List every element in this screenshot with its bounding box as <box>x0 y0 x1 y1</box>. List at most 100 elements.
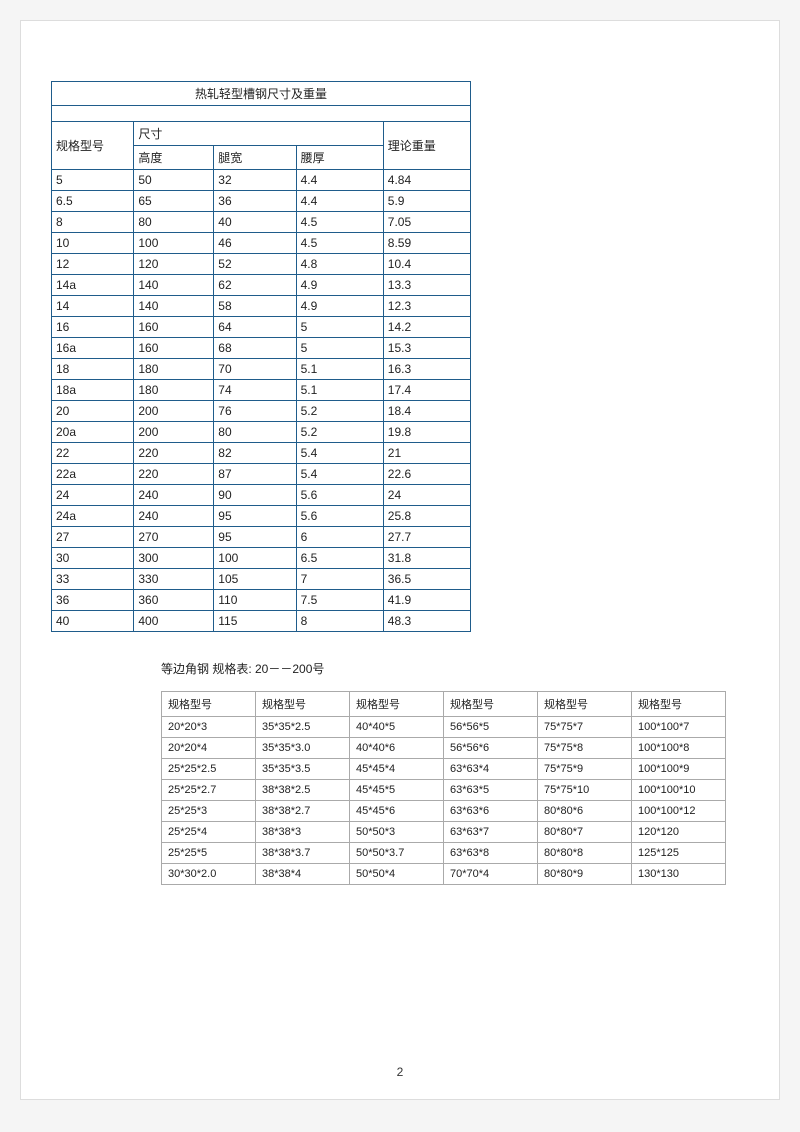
table-cell: 5.2 <box>296 422 383 443</box>
table-row: 33330105736.5 <box>52 569 471 590</box>
table-cell: 6 <box>296 527 383 548</box>
table-cell: 46 <box>214 233 296 254</box>
table-cell: 120 <box>134 254 214 275</box>
table-cell: 8 <box>296 611 383 632</box>
table-cell: 87 <box>214 464 296 485</box>
table-cell: 90 <box>214 485 296 506</box>
table-cell: 6.5 <box>52 191 134 212</box>
table-cell: 75*75*8 <box>538 738 632 759</box>
table-cell: 7 <box>296 569 383 590</box>
channel-steel-table: 热轧轻型槽钢尺寸及重量 规格型号 尺寸 理论重量 高度 腿宽 腰厚 550324… <box>51 81 471 632</box>
table-cell: 58 <box>214 296 296 317</box>
table1-empty-row <box>52 106 471 122</box>
table-cell: 56*56*5 <box>444 717 538 738</box>
table-cell: 300 <box>134 548 214 569</box>
table-cell: 22 <box>52 443 134 464</box>
table-cell: 5.4 <box>296 443 383 464</box>
table-row: 14a140624.913.3 <box>52 275 471 296</box>
table-cell: 140 <box>134 296 214 317</box>
table2-header-cell: 规格型号 <box>444 692 538 717</box>
table-cell: 4.5 <box>296 212 383 233</box>
table-cell: 40*40*6 <box>350 738 444 759</box>
table-cell: 8 <box>52 212 134 233</box>
table-cell: 220 <box>134 464 214 485</box>
table-cell: 32 <box>214 170 296 191</box>
table-cell: 45*45*5 <box>350 780 444 801</box>
table2-header-cell: 规格型号 <box>350 692 444 717</box>
table-cell: 100*100*9 <box>632 759 726 780</box>
table-cell: 16.3 <box>383 359 470 380</box>
table-cell: 80 <box>214 422 296 443</box>
table-cell: 24 <box>52 485 134 506</box>
table-row: 20*20*435*35*3.040*40*656*56*675*75*8100… <box>162 738 726 759</box>
table-cell: 65 <box>134 191 214 212</box>
table-cell: 7.5 <box>296 590 383 611</box>
table-cell: 50 <box>134 170 214 191</box>
table-row: 18a180745.117.4 <box>52 380 471 401</box>
angle-steel-table: 规格型号规格型号规格型号规格型号规格型号规格型号 20*20*335*35*2.… <box>161 691 726 885</box>
table-cell: 5 <box>52 170 134 191</box>
document-page: 热轧轻型槽钢尺寸及重量 规格型号 尺寸 理论重量 高度 腿宽 腰厚 550324… <box>20 20 780 1100</box>
table-cell: 100*100*8 <box>632 738 726 759</box>
table-row: 2727095627.7 <box>52 527 471 548</box>
table-cell: 21 <box>383 443 470 464</box>
table-cell: 25*25*2.7 <box>162 780 256 801</box>
table-cell: 4.4 <box>296 170 383 191</box>
table-cell: 5 <box>296 338 383 359</box>
table-cell: 105 <box>214 569 296 590</box>
table2-header-row: 规格型号规格型号规格型号规格型号规格型号规格型号 <box>162 692 726 717</box>
table-cell: 20*20*3 <box>162 717 256 738</box>
table-cell: 5.4 <box>296 464 383 485</box>
table-cell: 70*70*4 <box>444 864 538 885</box>
table-cell: 5.1 <box>296 359 383 380</box>
table-row: 24a240955.625.8 <box>52 506 471 527</box>
table-cell: 30*30*2.0 <box>162 864 256 885</box>
header-thick: 腰厚 <box>296 146 383 170</box>
table-row: 40400115848.3 <box>52 611 471 632</box>
header-spec: 规格型号 <box>52 122 134 170</box>
table-cell: 36 <box>52 590 134 611</box>
table-cell: 35*35*2.5 <box>256 717 350 738</box>
table-cell: 82 <box>214 443 296 464</box>
table-cell: 12 <box>52 254 134 275</box>
table-row: 14140584.912.3 <box>52 296 471 317</box>
table-cell: 56*56*6 <box>444 738 538 759</box>
table-cell: 50*50*3.7 <box>350 843 444 864</box>
table-cell: 38*38*4 <box>256 864 350 885</box>
table-cell: 63*63*6 <box>444 801 538 822</box>
table-cell: 52 <box>214 254 296 275</box>
table-cell: 18.4 <box>383 401 470 422</box>
table-cell: 80*80*6 <box>538 801 632 822</box>
table-cell: 10.4 <box>383 254 470 275</box>
table-row: 25*25*538*38*3.750*50*3.763*63*880*80*81… <box>162 843 726 864</box>
table-cell: 63*63*7 <box>444 822 538 843</box>
table-row: 25*25*438*38*350*50*363*63*780*80*7120*1… <box>162 822 726 843</box>
table-cell: 160 <box>134 338 214 359</box>
table-cell: 100*100*7 <box>632 717 726 738</box>
table-cell: 7.05 <box>383 212 470 233</box>
table-cell: 31.8 <box>383 548 470 569</box>
table-cell: 35*35*3.5 <box>256 759 350 780</box>
table-cell: 50*50*3 <box>350 822 444 843</box>
table-cell: 45*45*6 <box>350 801 444 822</box>
table-cell: 95 <box>214 506 296 527</box>
table-row: 20200765.218.4 <box>52 401 471 422</box>
table-cell: 4.4 <box>296 191 383 212</box>
table-cell: 20 <box>52 401 134 422</box>
table-cell: 200 <box>134 422 214 443</box>
table-row: 880404.57.05 <box>52 212 471 233</box>
table-cell: 25*25*3 <box>162 801 256 822</box>
table-cell: 4.5 <box>296 233 383 254</box>
table-cell: 24a <box>52 506 134 527</box>
table-cell: 4.9 <box>296 275 383 296</box>
table-cell: 35*35*3.0 <box>256 738 350 759</box>
table-cell: 40*40*5 <box>350 717 444 738</box>
table-cell: 22a <box>52 464 134 485</box>
table-cell: 68 <box>214 338 296 359</box>
table-cell: 24 <box>383 485 470 506</box>
table-cell: 76 <box>214 401 296 422</box>
table-cell: 45*45*4 <box>350 759 444 780</box>
table-cell: 18a <box>52 380 134 401</box>
table-cell: 33 <box>52 569 134 590</box>
table2-header-cell: 规格型号 <box>538 692 632 717</box>
